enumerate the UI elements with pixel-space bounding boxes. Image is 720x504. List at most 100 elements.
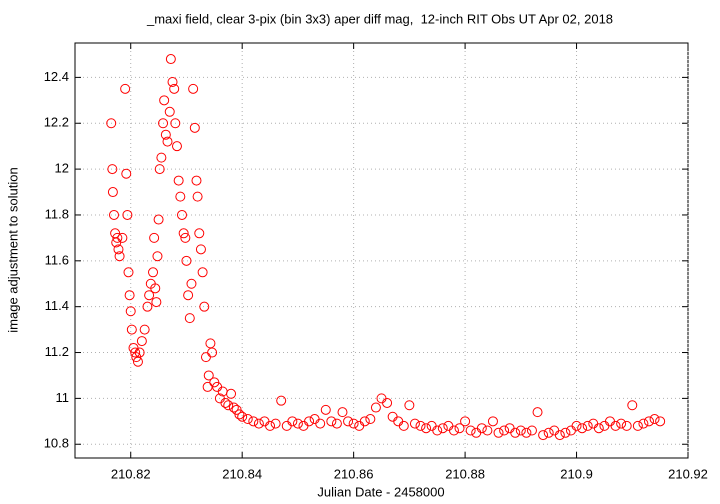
y-tick-label: 11.4 (45, 298, 69, 313)
data-point (443, 420, 454, 431)
data-point (192, 191, 203, 202)
y-tick-label: 12.4 (44, 69, 69, 84)
data-point (199, 301, 210, 312)
data-point (493, 427, 504, 438)
data-point (331, 418, 342, 429)
data-point (582, 420, 593, 431)
data-point (532, 407, 543, 418)
data-point (237, 411, 248, 422)
data-point (577, 423, 588, 434)
data-point (120, 83, 131, 94)
data-point (156, 152, 167, 163)
data-point (432, 425, 443, 436)
x-tick-label: 210.92 (668, 466, 708, 481)
data-point (136, 336, 147, 347)
y-tick-label: 12.2 (44, 115, 69, 130)
data-point (159, 95, 170, 106)
data-point (176, 209, 187, 220)
data-point (181, 255, 192, 266)
y-tick-label: 11.6 (45, 252, 69, 267)
data-point (426, 420, 437, 431)
x-tick-label: 210.9 (560, 466, 593, 481)
data-point (538, 430, 549, 441)
data-point (107, 187, 118, 198)
data-point (205, 338, 216, 349)
data-point (549, 425, 560, 436)
chart-title: _maxi field, clear 3-pix (bin 3x3) aper … (146, 11, 613, 26)
data-point (638, 418, 649, 429)
data-point (164, 106, 175, 117)
data-point (543, 427, 554, 438)
data-point (298, 420, 309, 431)
data-point (370, 402, 381, 413)
x-tick-label: 210.86 (334, 466, 374, 481)
data-point (189, 122, 200, 133)
data-point (348, 418, 359, 429)
data-point (649, 414, 660, 425)
data-point (150, 283, 161, 294)
data-point (276, 395, 287, 406)
y-tick-label: 11.8 (45, 206, 69, 221)
data-point (248, 416, 259, 427)
data-point (114, 251, 125, 262)
data-point (191, 175, 202, 186)
data-point (123, 267, 134, 278)
data-point (228, 402, 239, 413)
y-axis-label: image adjustment to solution (5, 167, 20, 332)
data-point (565, 425, 576, 436)
data-point (130, 347, 141, 358)
data-point (281, 420, 292, 431)
data-point (148, 267, 159, 278)
data-point (487, 416, 498, 427)
x-tick-label: 210.82 (111, 466, 151, 481)
data-point (560, 427, 571, 438)
data-point (309, 414, 320, 425)
data-point (134, 347, 145, 358)
data-point (415, 420, 426, 431)
data-point (165, 54, 176, 65)
data-point (117, 232, 128, 243)
data-point (122, 209, 133, 220)
data-point (393, 416, 404, 427)
data-point (504, 423, 515, 434)
x-axis-label: Julian Date - 2458000 (317, 484, 444, 499)
data-point (169, 83, 180, 94)
data-point (409, 418, 420, 429)
data-point (167, 76, 178, 87)
data-point (655, 416, 666, 427)
data-point (287, 416, 298, 427)
plot-frame (74, 42, 689, 459)
data-point (304, 416, 315, 427)
data-point (178, 228, 189, 239)
data-point (320, 404, 331, 415)
data-point (149, 232, 160, 243)
data-point (604, 416, 615, 427)
data-point (571, 420, 582, 431)
data-point (476, 423, 487, 434)
data-point (437, 423, 448, 434)
data-point (554, 430, 565, 441)
data-point (107, 164, 118, 175)
data-point (398, 420, 409, 431)
data-point (220, 397, 231, 408)
data-point (121, 168, 132, 179)
y-tick-label: 12 (55, 161, 69, 176)
data-point (365, 414, 376, 425)
data-point (200, 352, 211, 363)
data-point (125, 306, 136, 317)
data-point (226, 388, 237, 399)
data-point (253, 418, 264, 429)
data-point (234, 409, 245, 420)
data-point (343, 416, 354, 427)
data-point (643, 416, 654, 427)
data-point (510, 427, 521, 438)
data-point (593, 423, 604, 434)
data-point (526, 425, 537, 436)
data-point (142, 301, 153, 312)
data-point (376, 393, 387, 404)
data-point (158, 118, 169, 129)
data-point (382, 397, 393, 408)
data-point (588, 418, 599, 429)
